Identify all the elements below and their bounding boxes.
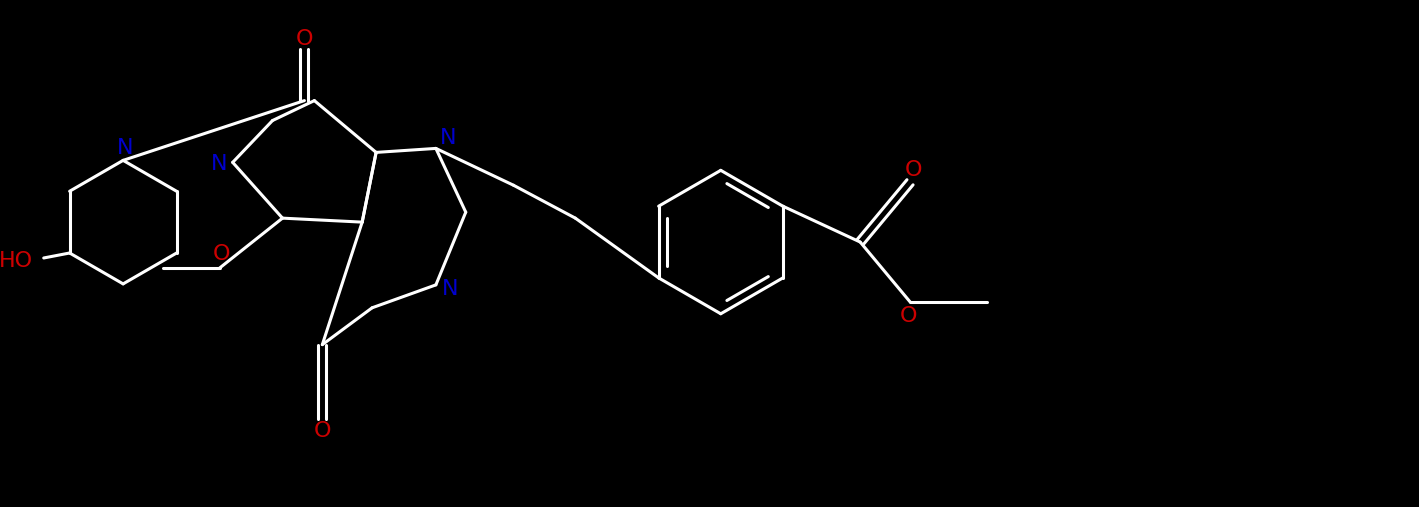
Text: O: O xyxy=(314,421,331,441)
Text: N: N xyxy=(210,154,227,174)
Text: O: O xyxy=(900,306,917,326)
Text: HO: HO xyxy=(0,251,33,271)
Text: O: O xyxy=(905,160,922,180)
Text: O: O xyxy=(295,29,314,49)
Text: O: O xyxy=(213,244,230,264)
Text: N: N xyxy=(116,138,133,158)
Text: N: N xyxy=(441,279,458,299)
Text: N: N xyxy=(440,128,455,149)
